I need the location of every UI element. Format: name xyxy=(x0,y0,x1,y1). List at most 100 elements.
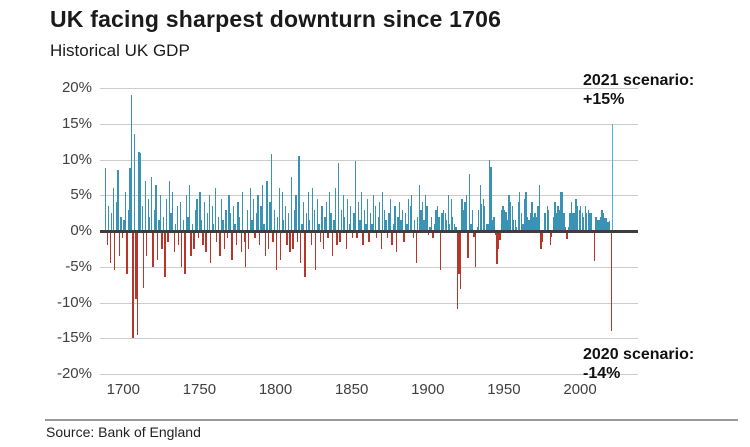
gridline--5 xyxy=(100,266,638,268)
bar-1808 xyxy=(287,213,290,231)
bar-1750 xyxy=(199,191,201,231)
bar-1933 xyxy=(478,209,480,231)
bar-1986 xyxy=(558,209,561,231)
bar-1862 xyxy=(369,213,372,231)
bar-1817 xyxy=(301,223,303,231)
bar-1843 xyxy=(341,209,343,231)
bar-1765 xyxy=(222,220,224,231)
bar-1731 xyxy=(170,213,172,231)
bar-1922 xyxy=(461,198,463,231)
bar-1720 xyxy=(153,209,156,231)
bar-1987 xyxy=(560,191,562,231)
bar-1981 xyxy=(551,231,553,237)
bar-1694 xyxy=(114,231,116,271)
bar-1960 xyxy=(519,191,521,231)
bar-1853 xyxy=(356,231,358,239)
bar-1900 xyxy=(427,231,430,235)
bar-1861 xyxy=(368,231,370,242)
bar-1740 xyxy=(184,231,186,274)
x-axis-label-1700: 1700 xyxy=(106,381,140,398)
bar-1995 xyxy=(572,213,574,231)
bar-1856 xyxy=(360,191,363,231)
bar-1771 xyxy=(231,231,233,260)
bar-1989 xyxy=(563,213,565,231)
bar-1896 xyxy=(421,202,424,231)
bar-1930 xyxy=(473,231,475,238)
bar-1958 xyxy=(516,227,518,231)
x-axis-label-1950: 1950 xyxy=(487,381,521,398)
bar-1955 xyxy=(511,205,513,231)
bar-2003 xyxy=(584,205,586,231)
bar-1979 xyxy=(548,209,550,231)
bar-1786 xyxy=(254,231,256,239)
bar-1795 xyxy=(267,231,270,249)
bar-1977 xyxy=(545,213,547,231)
bar-1980 xyxy=(549,231,551,246)
bar-1879 xyxy=(395,231,398,253)
bar-1728 xyxy=(165,198,168,231)
bar-1964 xyxy=(525,191,527,231)
bar-1781 xyxy=(246,209,248,231)
bar-1927 xyxy=(468,173,471,231)
bar-1760 xyxy=(214,188,216,231)
bar-1723 xyxy=(158,220,160,231)
bar-1752 xyxy=(202,231,204,246)
bar-1968 xyxy=(531,202,533,231)
bar-1978 xyxy=(546,205,548,231)
bar-1999 xyxy=(578,209,580,231)
bar-1822 xyxy=(309,220,311,231)
bar-1787 xyxy=(255,213,258,231)
bar-1706 xyxy=(132,231,134,339)
bar-1903 xyxy=(432,231,434,239)
bar-1747 xyxy=(194,209,197,231)
bar-1908 xyxy=(439,231,442,271)
bar-1770 xyxy=(229,213,232,231)
bar-1917 xyxy=(453,223,456,231)
gridline--20 xyxy=(100,374,638,375)
bar-1889 xyxy=(411,195,413,231)
bar-1991 xyxy=(566,231,568,239)
bar-1818 xyxy=(302,202,305,231)
bar-1943 xyxy=(493,216,495,231)
bar-1821 xyxy=(307,191,309,231)
bar-1698 xyxy=(120,216,122,231)
bar-1811 xyxy=(292,231,294,249)
annotation-2021-line2: +15% xyxy=(583,91,625,108)
bar-1725 xyxy=(161,231,163,249)
bar-1858 xyxy=(363,209,366,231)
bar-2004 xyxy=(586,213,588,231)
bar-1755 xyxy=(207,213,209,231)
y-axis-label--5: -5% xyxy=(65,257,92,275)
bar-1954 xyxy=(510,202,512,231)
bar-1912 xyxy=(446,220,448,231)
bar-1692 xyxy=(111,213,113,231)
bar-2020 xyxy=(610,231,612,332)
bar-1805 xyxy=(283,220,285,231)
x-axis-label-1800: 1800 xyxy=(258,381,293,398)
bar-1911 xyxy=(444,213,446,231)
bar-1806 xyxy=(284,205,286,231)
bar-1880 xyxy=(397,216,399,231)
bar-1878 xyxy=(394,205,396,231)
bar-1704 xyxy=(129,168,131,231)
bar-1693 xyxy=(112,188,114,231)
bar-1743 xyxy=(188,184,191,231)
bar-1998 xyxy=(577,205,579,231)
bar-1910 xyxy=(443,209,445,231)
bar-1732 xyxy=(171,191,174,231)
bar-1814 xyxy=(296,231,299,242)
bar-1809 xyxy=(289,231,291,253)
bar-1749 xyxy=(197,231,200,239)
bar-1997 xyxy=(575,198,577,231)
bar-2017 xyxy=(605,218,608,231)
bar-1688 xyxy=(105,168,107,231)
bar-2001 xyxy=(581,213,583,231)
gridline-5 xyxy=(100,195,638,197)
bar-1894 xyxy=(418,184,420,231)
bar-1802 xyxy=(278,188,280,231)
bar-1798 xyxy=(272,231,274,242)
bar-1769 xyxy=(228,195,230,231)
bar-1696 xyxy=(117,170,119,231)
bar-1881 xyxy=(398,202,401,231)
bar-1789 xyxy=(258,231,261,246)
